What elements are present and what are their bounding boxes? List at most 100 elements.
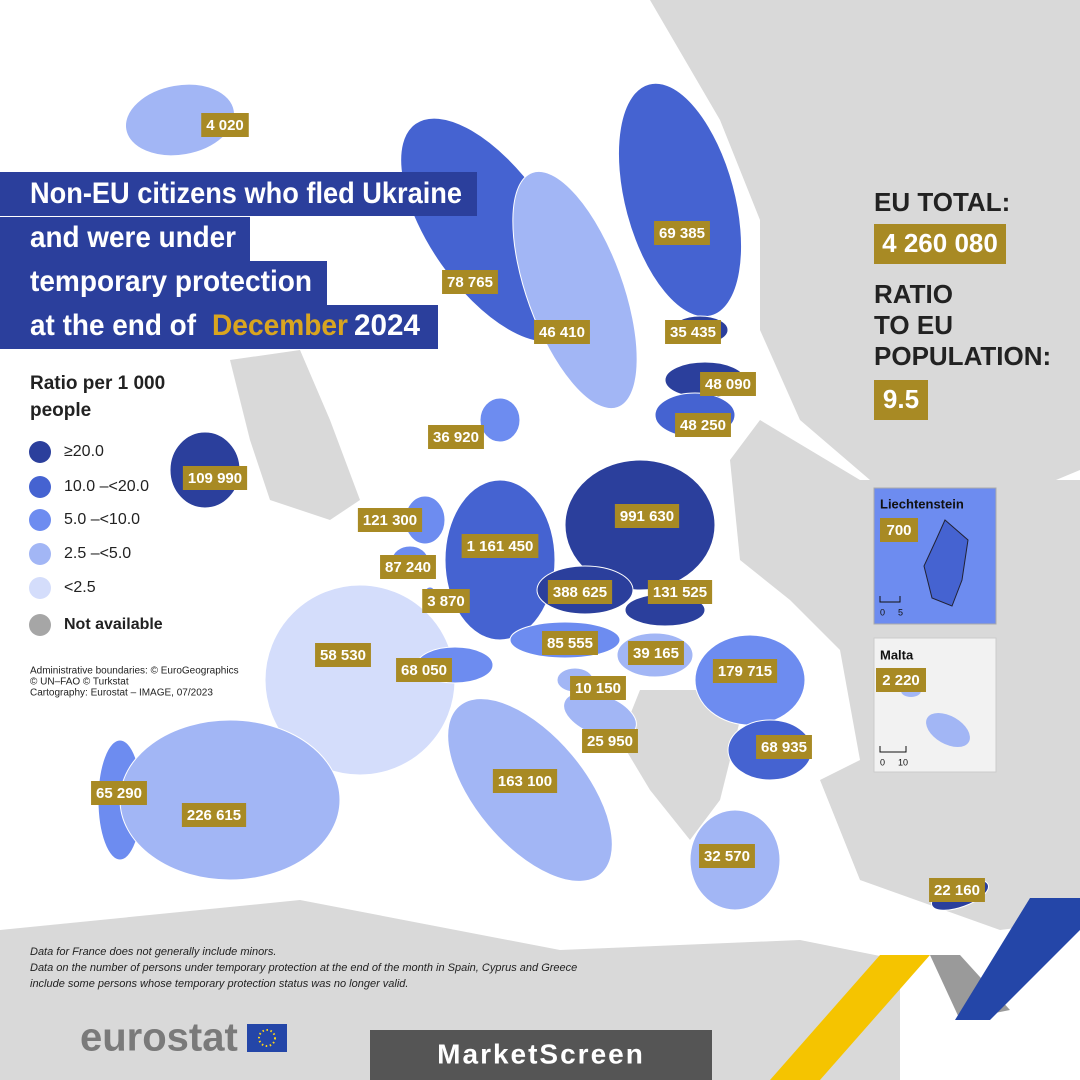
legend-label: ≥20.0 — [64, 443, 104, 460]
value-label-box — [929, 878, 985, 902]
legend: Ratio per 1 000 people ≥20.0 10.0 –<20.0 5… — [29, 373, 165, 636]
eu-total-box — [874, 224, 1006, 264]
ratio-label: POPULATION: — [874, 341, 1051, 371]
scale-label: 5 — [898, 607, 903, 617]
legend-title: Ratio per 1 000 — [30, 373, 165, 394]
value-label: 4 020 — [206, 117, 244, 134]
title-line: Non-EU citizens who fled Ukraine — [30, 177, 462, 210]
value-label: 36 920 — [433, 429, 479, 446]
value-label-box — [654, 221, 710, 245]
value-label: 69 385 — [659, 225, 705, 242]
value-label-box — [357, 508, 423, 532]
value-label: 68 050 — [401, 662, 447, 679]
scale-label: 0 — [880, 607, 885, 617]
land-non-eu — [650, 0, 1080, 520]
value-label-box — [315, 643, 371, 667]
inset-value: 700 — [886, 522, 911, 539]
country — [119, 719, 341, 881]
note: Data for France does not generally inclu… — [30, 946, 276, 958]
value-label-box — [91, 781, 147, 805]
value-label: 1 161 450 — [467, 538, 534, 555]
value-label-box — [201, 113, 249, 137]
eu-flag — [247, 1024, 287, 1052]
legend-swatch — [29, 543, 51, 565]
country — [512, 170, 638, 410]
legend-label: 5.0 –<10.0 — [64, 511, 140, 528]
value-label: 87 240 — [385, 559, 431, 576]
ratio-label: TO EU — [874, 310, 953, 340]
logo: eurostat — [80, 1016, 238, 1060]
value-label-box — [675, 413, 731, 437]
legend-title: people — [30, 400, 91, 421]
land-balkans — [620, 690, 740, 840]
value-label: 109 990 — [188, 470, 242, 487]
scale-bar — [879, 596, 901, 603]
value-label: 121 300 — [363, 512, 417, 529]
title: Non-EU citizens who fled Ukraine and wer… — [0, 172, 477, 349]
value-label: 32 570 — [704, 848, 750, 865]
legend-label: <2.5 — [64, 579, 96, 596]
value-label: 78 765 — [447, 274, 493, 291]
value-label-box — [712, 659, 778, 683]
value-label: 35 435 — [670, 324, 716, 341]
value-label: 68 935 — [761, 739, 807, 756]
inset-shape — [923, 519, 969, 607]
country — [617, 82, 743, 318]
country — [479, 397, 521, 443]
value-label: 58 530 — [320, 647, 366, 664]
value-label: 991 630 — [620, 508, 674, 525]
legend-swatch — [29, 509, 51, 531]
country — [124, 83, 236, 157]
value-label-box — [756, 735, 812, 759]
value-label-box — [547, 580, 613, 604]
inset-malta: Malta 2 220 0 10 — [873, 637, 997, 773]
credit: Administrative boundaries: © EuroGeograp… — [30, 666, 239, 677]
value-label-box — [699, 844, 755, 868]
inset-frame — [873, 637, 997, 773]
value-label-box — [542, 631, 598, 655]
scale-label: 10 — [898, 757, 908, 767]
value-label: 179 715 — [718, 663, 772, 680]
value-label-box — [181, 803, 247, 827]
value-label-box — [582, 729, 638, 753]
value-label: 131 525 — [653, 584, 707, 601]
note: Data on the number of persons under temp… — [30, 962, 577, 974]
value-label-box — [380, 555, 436, 579]
value-label: 10 150 — [575, 680, 621, 697]
inset-title: Malta — [880, 647, 914, 662]
value-label-box — [442, 270, 498, 294]
title-month: December — [212, 309, 348, 342]
value-label-box — [700, 372, 756, 396]
value-label-box — [182, 466, 248, 490]
note: include some persons whose temporary pro… — [30, 978, 408, 990]
watermark-box — [370, 1030, 712, 1080]
decoration — [770, 955, 930, 1080]
title-bar — [0, 172, 477, 216]
scale-bar — [879, 746, 907, 753]
value-label-box — [628, 641, 684, 665]
credit: Cartography: Eurostat – IMAGE, 07/2023 — [30, 688, 213, 699]
value-label: 22 160 — [934, 882, 980, 899]
legend-label: Not available — [64, 616, 163, 633]
inset-value: 2 220 — [882, 672, 920, 689]
value-label: 48 090 — [705, 376, 751, 393]
value-label: 46 410 — [539, 324, 585, 341]
value-label-box — [570, 676, 626, 700]
title-bar — [0, 261, 327, 305]
land-uk — [230, 350, 360, 520]
value-label-box — [492, 769, 558, 793]
watermark: MarketScreen — [437, 1038, 645, 1069]
value-label-box — [461, 534, 539, 558]
legend-swatch — [29, 476, 51, 498]
credit: © UN–FAO © Turkstat — [30, 677, 129, 688]
value-label-box — [665, 320, 721, 344]
inset-label-box — [876, 668, 926, 692]
title-year: 2024 — [354, 309, 420, 342]
value-label-box — [534, 320, 590, 344]
value-label: 39 165 — [633, 645, 679, 662]
value-label: 226 615 — [187, 807, 241, 824]
legend-swatch — [29, 614, 51, 636]
value-label: 48 250 — [680, 417, 726, 434]
ratio-label: RATIO — [874, 279, 953, 309]
